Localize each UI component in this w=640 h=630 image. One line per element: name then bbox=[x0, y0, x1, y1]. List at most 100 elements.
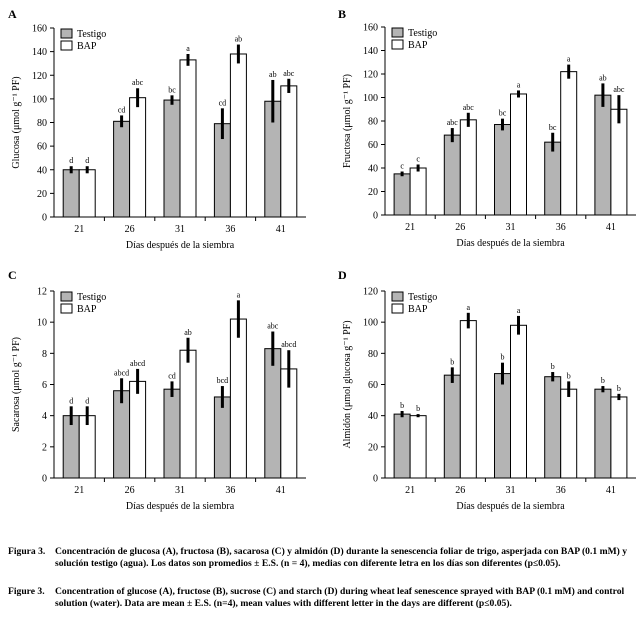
panel-a-bar-bap-21 bbox=[78, 169, 96, 218]
panel-b-significance-bap-26: abc bbox=[463, 103, 475, 112]
panel-c-legend-label-bap: BAP bbox=[77, 304, 97, 315]
panel-b-significance-testigo-26: abc bbox=[447, 118, 459, 127]
panel-a-significance-bap-21: d bbox=[85, 156, 89, 165]
panel-d-y-tick-label: 80 bbox=[368, 349, 378, 360]
panel-b-legend-swatch-bap bbox=[391, 39, 404, 50]
panel-b-bar-bap-31 bbox=[510, 93, 527, 216]
panel-d-y-axis-title: Almidón (μmol glucosa g⁻¹ PF) bbox=[342, 320, 353, 448]
panel-a-y-tick-label: 20 bbox=[37, 189, 47, 200]
panel-b-legend-swatch-testigo bbox=[391, 27, 404, 38]
panel-a-y-tick-label: 80 bbox=[37, 118, 47, 129]
panel-c-bar-testigo-36 bbox=[213, 396, 231, 479]
panel-c-y-tick-label: 10 bbox=[37, 318, 47, 329]
panel-c-y-axis-title: Sacarosa (μmol g⁻¹ PF) bbox=[11, 337, 22, 432]
panel-d-significance-testigo-31: b bbox=[501, 353, 505, 362]
caption-english-label: Figure 3. bbox=[8, 586, 45, 597]
panel-b-bar-testigo-26 bbox=[443, 134, 461, 216]
panel-d-significance-testigo-36: b bbox=[551, 362, 555, 371]
panel-b-bar-testigo-21 bbox=[393, 173, 411, 216]
panel-b-y-tick-label: 0 bbox=[373, 211, 378, 222]
panel-c-y-tick-label: 12 bbox=[37, 287, 47, 298]
panel-d-bar-bap-36 bbox=[560, 388, 578, 479]
panel-d-bar-bap-21 bbox=[409, 415, 427, 479]
panel-c-significance-bap-36: a bbox=[237, 290, 241, 299]
panel-a-bar-bap-41 bbox=[280, 85, 298, 218]
panel-b-y-tick-label: 140 bbox=[363, 46, 378, 57]
panel-a-bar-bap-36 bbox=[229, 53, 247, 218]
panel-d-y-tick-label: 40 bbox=[368, 411, 378, 422]
panel-c-label: C bbox=[8, 268, 17, 282]
panel-b-x-tick-label: 31 bbox=[506, 222, 516, 233]
panel-a-significance-testigo-41: ab bbox=[269, 70, 277, 79]
panel-d-label: D bbox=[338, 268, 347, 282]
panel-d-significance-bap-41: b bbox=[617, 384, 621, 393]
panel-c-significance-bap-31: ab bbox=[184, 328, 192, 337]
panel-a-y-tick-label: 120 bbox=[32, 71, 47, 82]
panel-b-x-tick-label: 36 bbox=[556, 222, 566, 233]
panel-a-bar-testigo-26 bbox=[113, 120, 131, 218]
panel-a-label: A bbox=[8, 7, 17, 21]
caption-english: Figure 3. Concentration of glucose (A), … bbox=[8, 586, 632, 610]
panel-b-x-axis-title: Días después de la siembra bbox=[456, 238, 565, 249]
panel-d-x-tick-label: 21 bbox=[405, 485, 415, 496]
panel-c-x-tick-label: 26 bbox=[125, 485, 135, 496]
panel-a-legend-label-testigo: Testigo bbox=[77, 29, 106, 40]
panel-a-y-tick-label: 40 bbox=[37, 165, 47, 176]
panel-d-bar-bap-31 bbox=[510, 324, 527, 479]
panel-a-bar-testigo-31 bbox=[163, 99, 181, 218]
panel-c-x-axis-title: Días después de la siembra bbox=[126, 501, 235, 512]
panel-b-x-tick-label: 21 bbox=[405, 222, 415, 233]
panel-a-x-axis-title: Días después de la siembra bbox=[126, 240, 235, 251]
panel-b-bar-bap-26 bbox=[459, 119, 477, 216]
panel-a-y-tick-label: 140 bbox=[32, 47, 47, 58]
panel-a-significance-bap-41: abc bbox=[283, 69, 295, 78]
panel-d-significance-bap-36: b bbox=[567, 371, 571, 380]
panel-c-significance-bap-41: abcd bbox=[281, 340, 296, 349]
panel-d-bar-testigo-31 bbox=[494, 373, 511, 479]
panel-c-legend-swatch-bap bbox=[60, 303, 73, 314]
panel-c-y-tick-label: 0 bbox=[42, 474, 47, 485]
panel-b-label: B bbox=[338, 7, 346, 21]
panel-b-significance-bap-36: a bbox=[567, 55, 571, 64]
panel-d-significance-bap-21: b bbox=[416, 404, 420, 413]
panel-c-significance-testigo-26: abcd bbox=[114, 368, 129, 377]
panel-a-significance-testigo-26: cd bbox=[118, 105, 126, 114]
panel-a-x-tick-label: 41 bbox=[276, 224, 286, 235]
panel-b-significance-bap-31: a bbox=[517, 80, 521, 89]
panel-c-y-tick-label: 6 bbox=[42, 380, 47, 391]
panel-b-legend-label-testigo: Testigo bbox=[408, 28, 437, 39]
panel-d-bar-bap-41 bbox=[610, 396, 628, 479]
panel-d-significance-testigo-26: b bbox=[450, 357, 454, 366]
panel-d-bar-testigo-21 bbox=[393, 413, 411, 479]
panel-c-y-tick-label: 8 bbox=[42, 349, 47, 360]
panel-d-y-tick-label: 100 bbox=[363, 318, 378, 329]
panel-b-bar-bap-41 bbox=[610, 108, 628, 216]
panel-d-legend-label-bap: BAP bbox=[408, 304, 428, 315]
panel-b-y-tick-label: 100 bbox=[363, 93, 378, 104]
panel-d-x-tick-label: 31 bbox=[506, 485, 516, 496]
panel-b-bar-testigo-41 bbox=[594, 94, 612, 216]
panel-a-significance-bap-36: ab bbox=[235, 35, 243, 44]
panel-a-legend-swatch-testigo bbox=[60, 28, 73, 39]
panel-d-x-tick-label: 36 bbox=[556, 485, 566, 496]
panel-b-y-tick-label: 60 bbox=[368, 140, 378, 151]
panel-d-bar-bap-26 bbox=[459, 320, 477, 479]
panel-c-significance-testigo-41: abc bbox=[267, 322, 279, 331]
panel-d-significance-testigo-21: b bbox=[400, 401, 404, 410]
panel-c-x-tick-label: 36 bbox=[225, 485, 235, 496]
panel-a-significance-bap-26: abc bbox=[132, 78, 144, 87]
panel-d-significance-testigo-41: b bbox=[601, 376, 605, 385]
panel-b-significance-testigo-36: bc bbox=[549, 123, 557, 132]
panel-a-significance-testigo-31: bc bbox=[168, 85, 176, 94]
panel-b-y-tick-label: 80 bbox=[368, 117, 378, 128]
panel-a-x-tick-label: 36 bbox=[225, 224, 235, 235]
panel-d-bar-testigo-41 bbox=[594, 388, 612, 479]
panel-b-x-tick-label: 41 bbox=[606, 222, 616, 233]
panel-a-x-tick-label: 21 bbox=[74, 224, 84, 235]
panel-a-y-tick-label: 0 bbox=[42, 213, 47, 224]
panel-a-y-tick-label: 100 bbox=[32, 94, 47, 105]
panel-c-significance-testigo-31: cd bbox=[168, 371, 176, 380]
panel-b-bar-bap-21 bbox=[409, 167, 427, 216]
panel-a-y-tick-label: 60 bbox=[37, 142, 47, 153]
panel-c-y-tick-label: 4 bbox=[42, 411, 47, 422]
